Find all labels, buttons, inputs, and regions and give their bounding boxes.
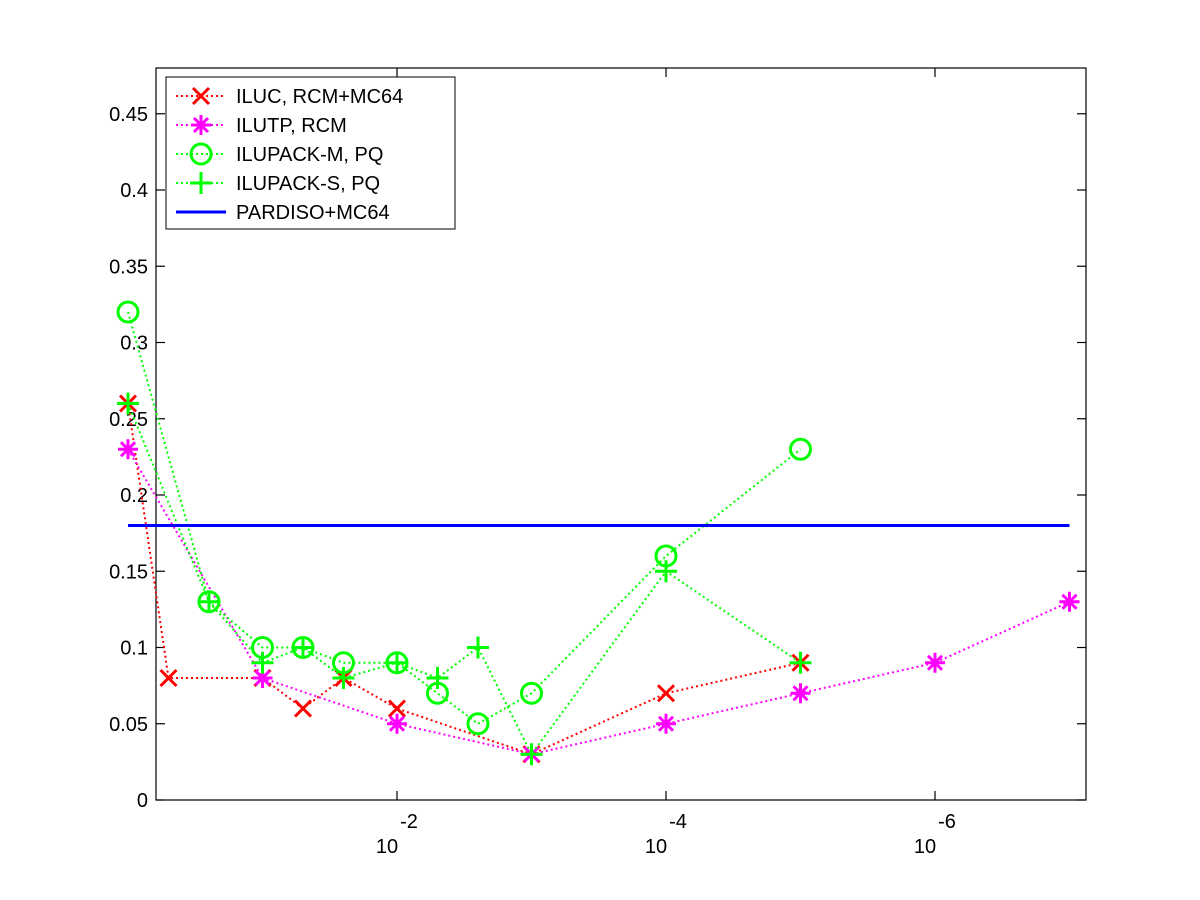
y-tick-label: 0.45	[109, 104, 148, 126]
legend-item: PARDISO+MC64	[176, 202, 390, 224]
data-point-marker	[466, 712, 490, 736]
y-tick-label: 0.4	[120, 180, 148, 202]
legend-label: ILUC, RCM+MC64	[236, 86, 403, 108]
legend-box	[165, 76, 456, 230]
legend-label: PARDISO+MC64	[236, 202, 390, 224]
data-point-marker	[117, 392, 139, 415]
legend-label: ILUPACK-S, PQ	[236, 173, 380, 195]
legend-item: ILUPACK-M, PQ	[176, 142, 383, 166]
legend-marker	[191, 86, 211, 106]
data-point-marker	[789, 437, 812, 461]
data-point-marker	[466, 636, 489, 659]
legend-item: ILUPACK-S, PQ	[176, 172, 380, 195]
data-point-marker	[790, 683, 811, 704]
data-point-marker	[1059, 591, 1080, 612]
x-tick-label-exponent: -4	[669, 811, 687, 833]
data-point-marker	[386, 651, 408, 674]
data-point-marker	[252, 668, 273, 688]
x-tick-label-base: 10	[376, 836, 398, 858]
series-3	[117, 392, 812, 766]
y-tick-label: 0.1	[120, 638, 148, 660]
legend-item: ILUC, RCM+MC64	[176, 86, 403, 108]
legend: ILUC, RCM+MC64 ILUTP, RCM ILUPACK-M, PQ ILU…	[165, 76, 456, 230]
series-line	[127, 448, 1070, 756]
y-tick-label: 0.15	[109, 561, 148, 583]
data-point-marker	[520, 681, 543, 705]
legend-marker	[189, 142, 213, 166]
y-tick-label: 0	[137, 790, 148, 812]
y-tick-label: 0.3	[120, 333, 148, 355]
data-point-marker	[116, 300, 140, 324]
y-axis: 0 0.05 0.1 0.15 0.2 0.25 0.3 0.35 0.4 0.45	[109, 104, 1086, 812]
data-point-marker	[118, 439, 138, 460]
data-point-marker	[925, 652, 945, 673]
data-point-marker	[197, 590, 220, 613]
y-tick-label: 0.2	[120, 485, 148, 507]
x-tick-label-exponent: -6	[938, 811, 956, 833]
data-point-marker	[655, 560, 677, 583]
data-point-marker	[426, 667, 449, 689]
data-point-marker	[251, 651, 274, 674]
data-point-marker	[789, 651, 812, 674]
data-point-marker	[656, 713, 676, 734]
data-point-marker	[656, 684, 676, 703]
legend-item: ILUTP, RCM	[176, 115, 347, 137]
legend-marker	[190, 172, 212, 194]
data-point-marker	[387, 699, 407, 718]
data-point-marker	[520, 743, 543, 766]
series-line	[127, 311, 802, 725]
x-tick-label-exponent: -2	[400, 811, 418, 833]
legend-label: ILUTP, RCM	[236, 115, 347, 137]
data-point-marker	[387, 713, 407, 734]
x-tick-label-base: 10	[914, 836, 936, 858]
x-tick-label-base: 10	[645, 836, 667, 858]
legend-label: ILUPACK-M, PQ	[236, 144, 383, 166]
data-point-marker	[293, 699, 313, 718]
data-point-marker	[291, 636, 314, 659]
series-layer	[116, 300, 1080, 766]
y-tick-label: 0.05	[109, 714, 148, 736]
data-point-marker	[159, 668, 178, 688]
x-axis: 10-210-410-6	[376, 68, 956, 858]
legend-marker	[191, 115, 211, 135]
data-point-marker	[332, 667, 355, 689]
y-tick-label: 0.25	[109, 409, 148, 431]
y-tick-label: 0.35	[109, 256, 148, 278]
